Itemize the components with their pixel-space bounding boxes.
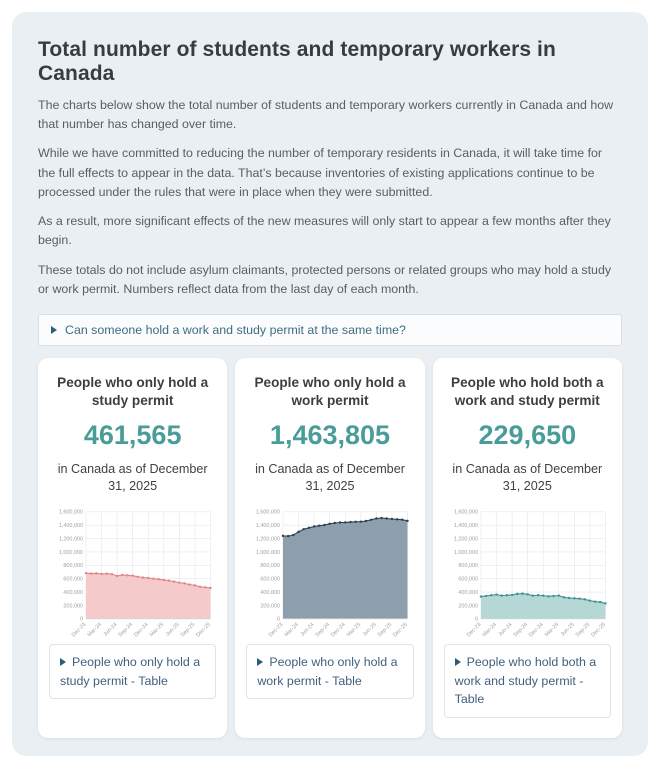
main-panel: Total number of students and temporary w…	[12, 12, 648, 756]
paragraph-effects-note: As a result, more significant effects of…	[38, 214, 611, 248]
stat-value-study: 461,565	[83, 419, 182, 450]
stat-subtitle-study: in Canada as of December 31, 2025	[57, 461, 208, 494]
svg-text:1,200,000: 1,200,000	[454, 536, 478, 542]
svg-text:Dec-24: Dec-24	[528, 622, 545, 639]
table-expander-label-work: People who only hold a work permit - Tab…	[257, 655, 398, 688]
svg-text:Jun-25: Jun-25	[165, 622, 181, 638]
svg-text:Mar-25: Mar-25	[543, 622, 559, 638]
svg-text:800,000: 800,000	[261, 563, 281, 569]
card-study-permit: People who only hold a study permit 461,…	[38, 357, 228, 738]
expand-arrow-icon	[454, 658, 461, 667]
svg-text:Dec-25: Dec-25	[590, 622, 607, 639]
stat-value-both: 229,650	[478, 419, 577, 450]
svg-text:1,400,000: 1,400,000	[454, 523, 478, 529]
card-title-both: People who hold both a work and study pe…	[451, 374, 604, 409]
svg-text:Dec-23: Dec-23	[465, 622, 482, 639]
svg-text:0: 0	[80, 617, 83, 623]
svg-text:1,400,000: 1,400,000	[256, 523, 280, 529]
svg-text:0: 0	[475, 617, 478, 623]
svg-text:Mar-25: Mar-25	[149, 622, 165, 638]
svg-text:Sep-25: Sep-25	[180, 622, 197, 639]
svg-text:200,000: 200,000	[261, 603, 281, 609]
stat-cards-row: People who only hold a study permit 461,…	[38, 357, 622, 738]
faq-expander-label: Can someone hold a work and study permit…	[65, 322, 406, 337]
svg-text:Mar-24: Mar-24	[87, 622, 103, 638]
area-chart-work: 0 200,000 400,000 600,000 800,000 1,000,000 1,…	[256, 510, 410, 639]
svg-text:Dec-23: Dec-23	[268, 622, 285, 639]
chart-work-permit: 0 200,000 400,000 600,000 800,000 1,000,000 1,…	[246, 504, 413, 640]
svg-text:600,000: 600,000	[458, 577, 478, 583]
table-expander-both[interactable]: People who hold both a work and study pe…	[443, 644, 611, 718]
table-expander-study[interactable]: People who only hold a study permit - Ta…	[49, 644, 217, 700]
svg-text:Dec-23: Dec-23	[71, 622, 88, 639]
area-chart-study: 0 200,000 400,000 600,000 800,000 1,000,000 1,…	[59, 510, 212, 639]
page-title: Total number of students and temporary w…	[38, 38, 556, 85]
svg-text:1,600,000: 1,600,000	[256, 510, 280, 516]
svg-text:Mar-24: Mar-24	[284, 622, 300, 638]
svg-text:600,000: 600,000	[261, 577, 281, 583]
svg-text:Jun-24: Jun-24	[497, 622, 513, 638]
svg-text:Sep-25: Sep-25	[574, 622, 591, 639]
svg-text:400,000: 400,000	[458, 590, 478, 596]
svg-text:Dec-24: Dec-24	[133, 622, 150, 639]
svg-text:600,000: 600,000	[63, 577, 83, 583]
svg-text:Dec-24: Dec-24	[330, 622, 347, 639]
chart-study-permit: 0 200,000 400,000 600,000 800,000 1,000,000 1,…	[49, 504, 216, 640]
svg-text:Mar-24: Mar-24	[481, 622, 497, 638]
svg-text:Sep-25: Sep-25	[377, 622, 394, 639]
card-both-permits: People who hold both a work and study pe…	[432, 357, 622, 738]
svg-text:Dec-25: Dec-25	[393, 622, 410, 639]
svg-text:1,000,000: 1,000,000	[59, 550, 83, 556]
svg-text:400,000: 400,000	[63, 590, 83, 596]
svg-text:1,200,000: 1,200,000	[256, 536, 280, 542]
svg-text:Mar-25: Mar-25	[346, 622, 362, 638]
table-expander-label-both: People who hold both a work and study pe…	[454, 655, 597, 707]
svg-text:Sep-24: Sep-24	[315, 622, 332, 639]
expand-arrow-icon	[51, 325, 57, 334]
stat-value-work: 1,463,805	[269, 419, 391, 450]
svg-text:1,200,000: 1,200,000	[59, 536, 83, 542]
table-expander-label-study: People who only hold a study permit - Ta…	[60, 655, 201, 688]
stat-subtitle-both: in Canada as of December 31, 2025	[452, 461, 603, 494]
intro-paragraph: The charts below show the total number o…	[38, 98, 614, 132]
stat-subtitle-work: in Canada as of December 31, 2025	[255, 461, 405, 494]
svg-text:Jun-25: Jun-25	[559, 622, 575, 638]
expand-arrow-icon	[60, 658, 66, 667]
svg-text:1,600,000: 1,600,000	[59, 510, 83, 516]
svg-text:Sep-24: Sep-24	[512, 622, 529, 639]
svg-text:Jun-25: Jun-25	[362, 622, 378, 638]
chart-both-permits: 0 200,000 400,000 600,000 800,000 1,000,000 1,…	[444, 504, 611, 640]
paragraph-processing-note: While we have committed to reducing the …	[38, 146, 603, 199]
svg-text:1,400,000: 1,400,000	[59, 523, 83, 529]
svg-text:Jun-24: Jun-24	[300, 622, 316, 638]
svg-text:800,000: 800,000	[458, 563, 478, 569]
svg-text:200,000: 200,000	[458, 603, 478, 609]
svg-text:Sep-24: Sep-24	[117, 622, 134, 639]
svg-text:800,000: 800,000	[63, 563, 83, 569]
card-title-work: People who only hold a work permit	[254, 374, 406, 409]
card-title-study: People who only hold a study permit	[57, 374, 209, 409]
svg-text:1,000,000: 1,000,000	[256, 550, 280, 556]
table-expander-work[interactable]: People who only hold a work permit - Tab…	[246, 644, 414, 700]
svg-text:0: 0	[277, 617, 280, 623]
svg-text:1,000,000: 1,000,000	[454, 550, 478, 556]
svg-text:400,000: 400,000	[261, 590, 281, 596]
paragraph-exclusions-note: These totals do not include asylum claim…	[38, 262, 612, 296]
expand-arrow-icon	[257, 658, 264, 667]
svg-text:1,600,000: 1,600,000	[454, 510, 478, 516]
svg-text:200,000: 200,000	[63, 603, 83, 609]
faq-expander[interactable]: Can someone hold a work and study permit…	[38, 313, 622, 346]
svg-text:Jun-24: Jun-24	[103, 622, 119, 638]
card-work-permit: People who only hold a work permit 1,463…	[235, 357, 425, 738]
svg-text:Dec-25: Dec-25	[195, 622, 212, 639]
area-chart-both: 0 200,000 400,000 600,000 800,000 1,000,000 1,…	[454, 510, 607, 639]
